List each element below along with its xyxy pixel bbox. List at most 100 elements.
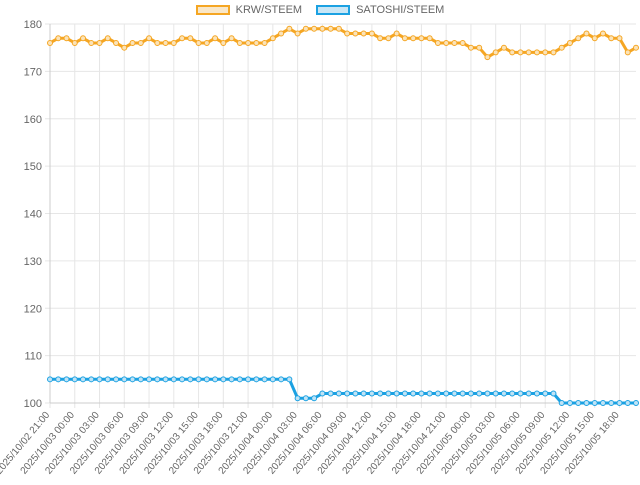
data-point-0 [633, 44, 639, 51]
data-point-1 [121, 376, 128, 383]
data-point-1 [525, 390, 532, 397]
data-point-0 [146, 35, 153, 42]
data-point-0 [558, 44, 565, 51]
data-point-0 [137, 39, 144, 46]
data-point-0 [542, 49, 549, 56]
y-tick-label: 170 [24, 66, 42, 78]
data-point-0 [319, 25, 326, 32]
data-point-1 [616, 400, 623, 406]
data-point-0 [443, 39, 450, 46]
data-point-1 [566, 400, 573, 406]
data-point-1 [195, 376, 202, 383]
data-point-1 [212, 376, 219, 383]
data-point-1 [443, 390, 450, 397]
data-point-0 [335, 25, 342, 32]
data-point-1 [71, 376, 78, 383]
data-point-0 [393, 30, 400, 37]
y-tick-label: 180 [24, 19, 42, 31]
data-point-0 [55, 35, 62, 42]
data-point-0 [434, 39, 441, 46]
data-point-1 [113, 376, 120, 383]
data-point-0 [170, 39, 177, 46]
data-point-1 [88, 376, 95, 383]
data-point-1 [104, 376, 111, 383]
legend-label-satoshi: SATOSHI/STEEM [356, 4, 445, 16]
data-point-0 [261, 39, 268, 46]
data-point-0 [80, 35, 87, 42]
y-tick-label: 160 [24, 114, 42, 126]
data-point-1 [203, 376, 210, 383]
data-point-0 [154, 39, 161, 46]
data-point-1 [410, 390, 417, 397]
data-point-1 [393, 390, 400, 397]
data-point-1 [154, 376, 161, 383]
data-point-0 [228, 35, 235, 42]
data-point-1 [55, 376, 62, 383]
data-point-0 [71, 39, 78, 46]
data-point-1 [179, 376, 186, 383]
data-point-1 [228, 376, 235, 383]
data-point-1 [583, 400, 590, 406]
data-point-0 [253, 39, 260, 46]
legend-swatch-satoshi [316, 5, 351, 15]
data-point-0 [575, 35, 582, 42]
legend: KRW/STEEM SATOSHI/STEEM [0, 4, 640, 16]
data-point-0 [113, 39, 120, 46]
data-point-1 [517, 390, 524, 397]
data-point-0 [88, 39, 95, 46]
data-point-0 [418, 35, 425, 42]
data-point-0 [426, 35, 433, 42]
legend-label-krw: KRW/STEEM [235, 4, 303, 16]
y-tick-label: 100 [24, 398, 42, 410]
data-point-0 [360, 30, 367, 37]
data-point-0 [599, 30, 606, 37]
data-point-0 [195, 39, 202, 46]
data-point-0 [352, 30, 359, 37]
data-point-1 [509, 390, 516, 397]
data-point-1 [311, 395, 318, 402]
data-point-0 [129, 39, 136, 46]
data-point-0 [278, 30, 285, 37]
data-point-0 [517, 49, 524, 56]
data-point-1 [377, 390, 384, 397]
data-point-1 [236, 376, 243, 383]
data-point-1 [418, 390, 425, 397]
data-point-0 [368, 30, 375, 37]
data-point-0 [47, 39, 53, 46]
data-point-0 [616, 35, 623, 42]
data-point-1 [352, 390, 359, 397]
legend-item-satoshi[interactable]: SATOSHI/STEEM [316, 4, 444, 16]
data-point-0 [410, 35, 417, 42]
data-point-1 [608, 400, 615, 406]
data-point-0 [566, 39, 573, 46]
data-point-1 [467, 390, 474, 397]
legend-item-krw[interactable]: KRW/STEEM [195, 4, 303, 16]
data-point-0 [550, 49, 557, 56]
data-point-0 [179, 35, 186, 42]
data-point-1 [294, 395, 301, 402]
data-point-0 [624, 49, 631, 56]
data-point-1 [146, 376, 153, 383]
data-point-1 [591, 400, 598, 406]
data-point-0 [63, 35, 70, 42]
data-point-1 [302, 395, 309, 402]
data-point-0 [294, 30, 301, 37]
data-point-0 [245, 39, 252, 46]
data-point-0 [591, 35, 598, 42]
data-point-0 [162, 39, 169, 46]
data-point-1 [319, 390, 326, 397]
data-point-0 [401, 35, 408, 42]
data-point-0 [104, 35, 111, 42]
data-point-0 [220, 39, 227, 46]
data-point-1 [550, 390, 557, 397]
data-point-1 [327, 390, 334, 397]
data-point-1 [426, 390, 433, 397]
data-point-1 [624, 400, 631, 406]
data-point-1 [434, 390, 441, 397]
data-point-1 [278, 376, 285, 383]
data-point-0 [509, 49, 516, 56]
y-tick-label: 150 [24, 161, 42, 173]
data-point-1 [533, 390, 540, 397]
data-point-1 [542, 390, 549, 397]
